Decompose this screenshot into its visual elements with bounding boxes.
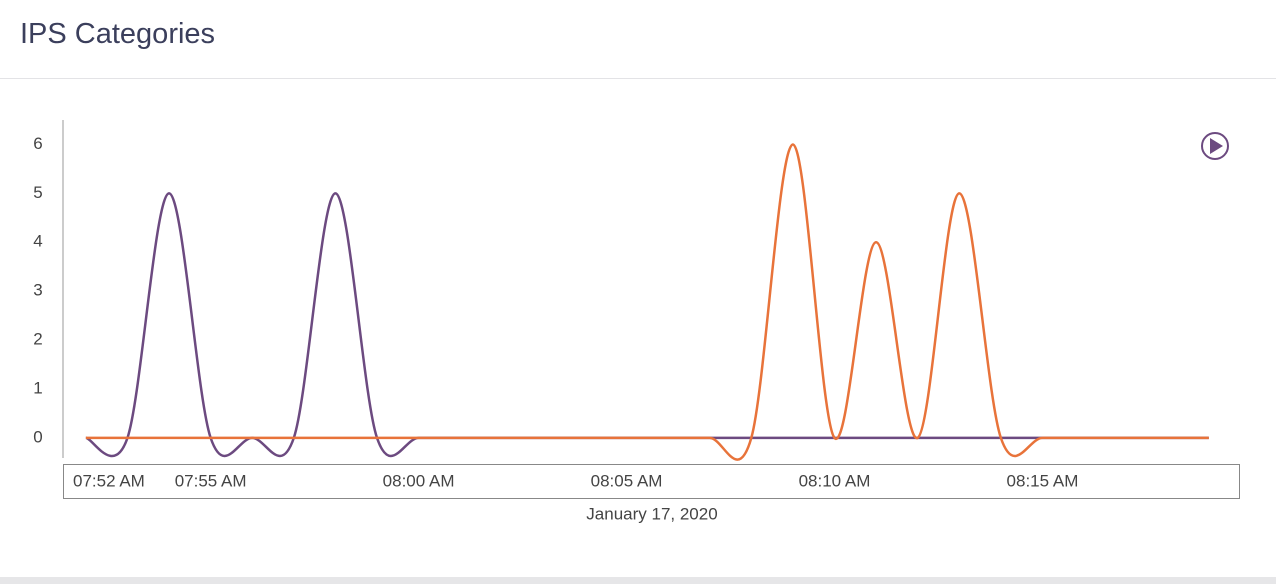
y-tick-label: 0 bbox=[33, 427, 42, 446]
series-line bbox=[85, 192, 1209, 458]
x-axis-box bbox=[63, 464, 1240, 499]
y-tick-label: 2 bbox=[33, 330, 42, 349]
divider bbox=[0, 78, 1276, 79]
y-tick-label: 6 bbox=[33, 134, 42, 153]
x-tick-label: 07:55 AM bbox=[175, 471, 247, 490]
y-tick-label: 4 bbox=[33, 232, 42, 251]
x-tick-label: 08:15 AM bbox=[1007, 471, 1079, 490]
x-tick-label: 08:00 AM bbox=[383, 471, 455, 490]
y-tick-label: 5 bbox=[33, 183, 42, 202]
page-title: IPS Categories bbox=[20, 18, 216, 50]
footer-band bbox=[0, 577, 1276, 584]
x-tick-label: 08:10 AM bbox=[799, 471, 871, 490]
y-tick-label: 1 bbox=[33, 378, 42, 397]
series-line bbox=[85, 143, 1209, 461]
play-icon[interactable] bbox=[1210, 138, 1223, 154]
play-button[interactable] bbox=[1201, 132, 1229, 160]
x-tick-label: 08:05 AM bbox=[591, 471, 663, 490]
x-tick-label: 07:52 AM bbox=[73, 471, 145, 490]
x-axis-title: January 17, 2020 bbox=[586, 504, 717, 523]
y-tick-label: 3 bbox=[33, 281, 42, 300]
play-circle[interactable] bbox=[1201, 132, 1229, 160]
